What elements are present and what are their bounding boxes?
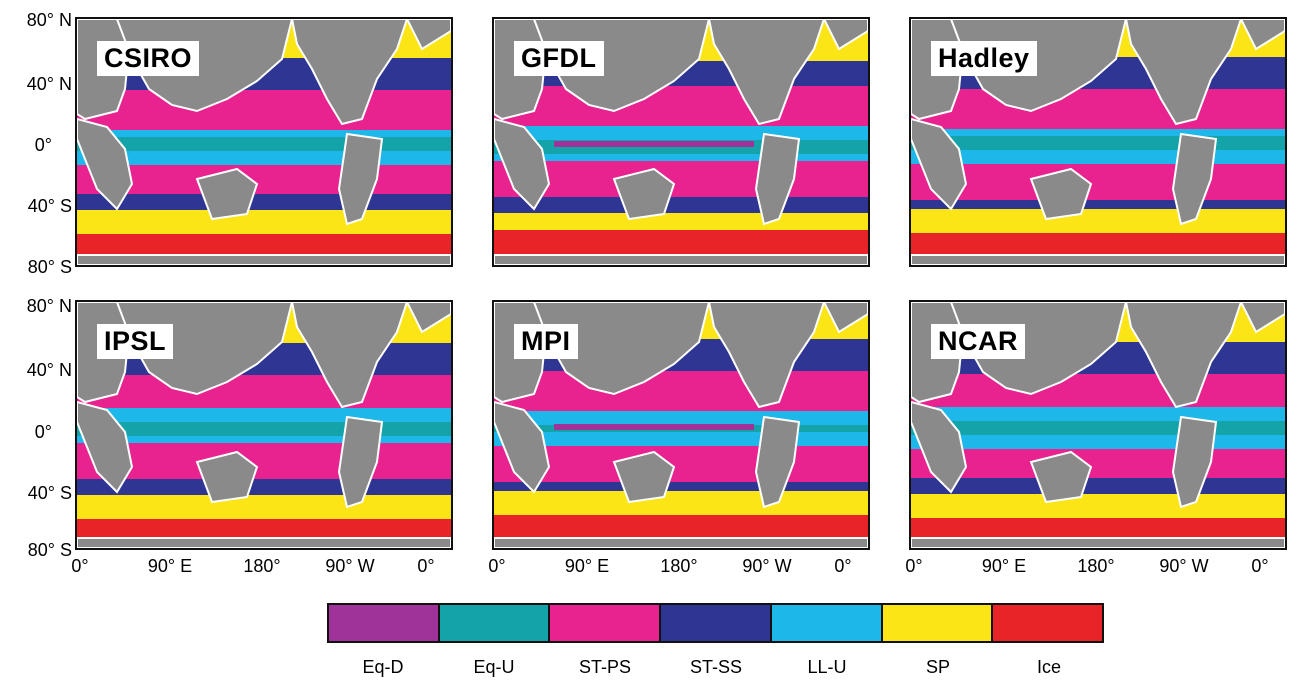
map-panel-mpi: MPI bbox=[492, 300, 870, 550]
x-tick-label: 0° bbox=[488, 556, 506, 576]
legend-label-st-ps: ST-PS bbox=[578, 657, 631, 677]
y-tick-label: 40° N bbox=[26, 360, 72, 380]
biome-map-csiro bbox=[77, 19, 451, 265]
legend-swatch-sp bbox=[882, 605, 994, 641]
x-tick-label: 180° bbox=[660, 556, 698, 576]
biome-map-mpi bbox=[494, 302, 868, 548]
y-tick-label: 80° S bbox=[27, 257, 72, 277]
map-panel-csiro: CSIRO bbox=[75, 17, 453, 267]
x-tick-label: 0° bbox=[1251, 556, 1269, 576]
legend-swatch-eq-d bbox=[329, 605, 440, 641]
y-tick-label: 80° N bbox=[26, 296, 72, 316]
x-tick-label: 0° bbox=[834, 556, 852, 576]
legend-label-ll-u: LL-U bbox=[807, 657, 847, 677]
legend-colorbar bbox=[327, 603, 1104, 643]
panel-label-mpi: MPI bbox=[514, 324, 578, 359]
panel-label-gfdl: GFDL bbox=[514, 41, 604, 76]
y-tick-label: 0° bbox=[34, 135, 52, 155]
x-tick-label: 180° bbox=[243, 556, 281, 576]
map-panel-ipsl: IPSL bbox=[75, 300, 453, 550]
panel-label-ncar: NCAR bbox=[931, 324, 1025, 359]
legend-swatch-st-ps bbox=[550, 605, 662, 641]
map-panel-ncar: NCAR bbox=[909, 300, 1287, 550]
panel-label-csiro: CSIRO bbox=[97, 41, 200, 76]
y-tick-label: 80° N bbox=[26, 10, 72, 30]
y-tick-label: 0° bbox=[34, 422, 52, 442]
biome-map-ncar bbox=[911, 302, 1285, 548]
map-panel-hadley: Hadley bbox=[909, 17, 1287, 267]
panel-label-ipsl: IPSL bbox=[97, 324, 174, 359]
x-tick-label: 90° W bbox=[325, 556, 375, 576]
panel-label-hadley: Hadley bbox=[931, 41, 1037, 76]
y-tick-label: 40° S bbox=[27, 483, 72, 503]
legend-swatch-eq-u bbox=[439, 605, 551, 641]
y-tick-label: 40° S bbox=[27, 196, 72, 216]
map-panel-gfdl: GFDL bbox=[492, 17, 870, 267]
x-tick-label: 90° E bbox=[981, 556, 1027, 576]
x-tick-label: 90° E bbox=[147, 556, 193, 576]
x-tick-label: 90° W bbox=[1159, 556, 1209, 576]
y-tick-label: 80° S bbox=[27, 540, 72, 560]
x-tick-label: 90° E bbox=[564, 556, 610, 576]
y-tick-label: 40° N bbox=[26, 74, 72, 94]
x-tick-label: 90° W bbox=[742, 556, 792, 576]
legend-label-sp: SP bbox=[925, 657, 950, 677]
legend-label-st-ss: ST-SS bbox=[689, 657, 742, 677]
biome-map-ipsl bbox=[77, 302, 451, 548]
x-tick-label: 0° bbox=[417, 556, 435, 576]
legend-label-ice: Ice bbox=[1036, 657, 1061, 677]
x-tick-label: 180° bbox=[1077, 556, 1115, 576]
x-tick-label: 0° bbox=[905, 556, 923, 576]
biome-map-gfdl bbox=[494, 19, 868, 265]
legend-label-eq-u: Eq-U bbox=[473, 657, 515, 677]
legend-swatch-ll-u bbox=[771, 605, 883, 641]
x-tick-label: 0° bbox=[71, 556, 89, 576]
legend-swatch-ice bbox=[993, 605, 1103, 641]
legend-swatch-st-ss bbox=[661, 605, 772, 641]
legend-label-eq-d: Eq-D bbox=[362, 657, 404, 677]
